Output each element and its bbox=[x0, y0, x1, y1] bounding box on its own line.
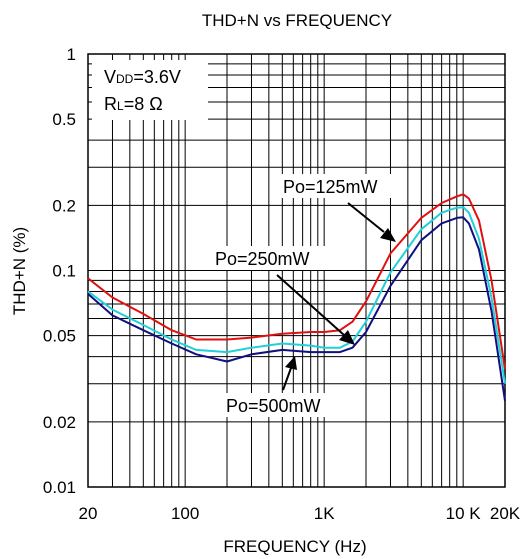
annotation-po125-bg bbox=[277, 174, 391, 198]
annotation-po250: Po=250mW bbox=[210, 246, 355, 345]
tick-labels: 20 100 1K 10 K 20K 1 0.5 0.2 0.1 0.05 0.02 0.01 bbox=[43, 45, 521, 523]
annotation-po250-arrow bbox=[276, 274, 345, 336]
y-axis-label: THD+N (%) bbox=[10, 227, 29, 315]
series-line-2 bbox=[87, 216, 506, 401]
y-tick-label: 0.5 bbox=[52, 110, 76, 129]
y-tick-label: 0.05 bbox=[43, 327, 76, 346]
rl-label: RL=8 Ω bbox=[104, 94, 163, 114]
annotation-po250-label: Po=250mW bbox=[215, 249, 310, 269]
series-group bbox=[87, 193, 506, 401]
x-tick-label: 1K bbox=[314, 504, 335, 523]
conditions-box: VDD=3.6V RL=8 Ω bbox=[92, 60, 208, 120]
series-line-1 bbox=[87, 206, 506, 384]
annotation-po125: Po=125mW bbox=[277, 174, 396, 242]
annotation-po500-arrow bbox=[282, 367, 292, 391]
annotation-po250-bg bbox=[210, 246, 328, 270]
chart-title: THD+N vs FREQUENCY bbox=[202, 11, 392, 30]
series-line-0 bbox=[87, 193, 506, 370]
conditions-box-bg bbox=[92, 60, 208, 120]
annotation-po125-label: Po=125mW bbox=[283, 177, 378, 197]
annotation-po125-arrow bbox=[347, 202, 385, 233]
y-tick-label: 1 bbox=[67, 45, 76, 64]
y-tick-label: 0.01 bbox=[43, 478, 76, 497]
annotation-po500-bg bbox=[220, 393, 338, 417]
x-tick-label: 10 K bbox=[446, 504, 482, 523]
plot-frame bbox=[87, 53, 506, 488]
y-tick-label: 0.02 bbox=[43, 413, 76, 432]
x-tick-label: 100 bbox=[171, 504, 199, 523]
x-tick-label: 20 bbox=[79, 504, 98, 523]
annotation-po500-arrowhead bbox=[285, 356, 297, 370]
x-axis-label: FREQUENCY (Hz) bbox=[223, 537, 366, 556]
x-tick-label: 20K bbox=[490, 504, 521, 523]
annotation-po500: Po=500mW bbox=[220, 356, 338, 417]
annotation-po125-arrowhead bbox=[380, 228, 396, 242]
y-tick-label: 0.1 bbox=[52, 262, 76, 281]
y-tick-label: 0.2 bbox=[52, 196, 76, 215]
annotation-po250-arrowhead bbox=[339, 330, 355, 345]
vdd-label: VDD=3.6V bbox=[104, 67, 181, 87]
annotation-po500-label: Po=500mW bbox=[226, 396, 321, 416]
